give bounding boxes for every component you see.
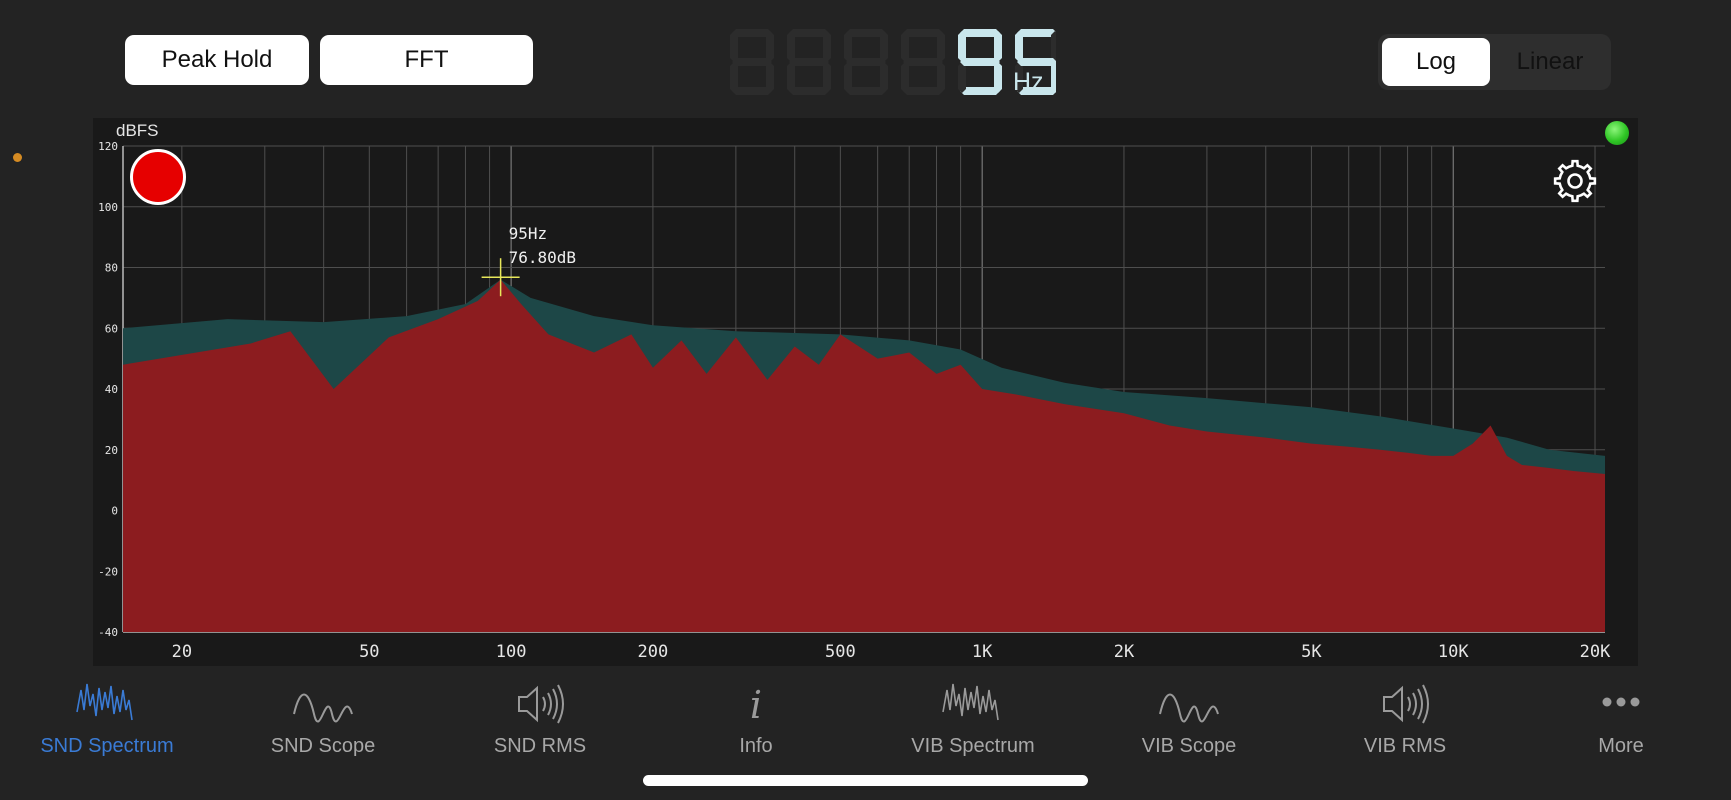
peak-cursor [481, 258, 520, 297]
x-tick-label: 20K [1580, 642, 1611, 662]
peak-hold-button[interactable]: Peak Hold [125, 35, 309, 85]
log-scale-option[interactable]: Log [1382, 38, 1490, 86]
tab-snd-scope[interactable]: SND Scope [223, 670, 423, 770]
y-tick-label: 60 [105, 322, 118, 335]
speaker-icon [1383, 684, 1429, 724]
info-icon: i [750, 683, 762, 726]
tab-label: SND Scope [270, 735, 376, 757]
cursor-level-label: 76.80dB [509, 248, 576, 267]
x-tick-label: 5K [1301, 642, 1322, 662]
y-axis-label: dBFS [116, 121, 159, 140]
linear-scale-option[interactable]: Linear [1516, 48, 1584, 75]
tab-more[interactable]: More [1521, 670, 1721, 770]
y-tick-label: 120 [98, 140, 118, 153]
y-tick-label: 0 [111, 505, 118, 518]
x-tick-label: 10K [1438, 642, 1469, 662]
unlit-digit [787, 29, 831, 95]
tab-vib-scope[interactable]: VIB Scope [1089, 670, 1289, 770]
speaker-icon [518, 684, 564, 724]
frequency-unit: Hz [1013, 68, 1044, 96]
tab-label: SND Spectrum [40, 735, 174, 757]
x-tick-label: 500 [825, 642, 856, 662]
tab-info[interactable]: i Info [656, 670, 856, 770]
y-tick-label: 100 [98, 201, 118, 214]
waveform-icon [76, 683, 133, 721]
cursor-frequency-label: 95Hz [509, 224, 548, 243]
spectrum-chart[interactable]: 120 100 80 60 40 20 0 -20 -40 dBFS 20 50 100 200 500 1K… [93, 118, 1638, 666]
waveform-icon [942, 683, 999, 721]
fft-button[interactable]: FFT [320, 35, 533, 85]
x-tick-label: 200 [638, 642, 669, 662]
unlit-digit [730, 29, 774, 95]
spectrum-area [123, 279, 1605, 632]
tab-label: SND RMS [493, 735, 587, 757]
gear-icon[interactable] [1551, 157, 1599, 205]
scale-toggle: Log Linear [1378, 34, 1611, 90]
home-indicator [643, 775, 1088, 786]
x-tick-label: 100 [496, 642, 527, 662]
tab-label: VIB Scope [1141, 735, 1237, 757]
x-tick-label: 20 [172, 642, 192, 662]
y-tick-label: -20 [98, 565, 118, 578]
y-tick-label: 40 [105, 383, 118, 396]
tab-label: More [1598, 735, 1644, 757]
tab-label: VIB RMS [1363, 735, 1447, 757]
unlit-digit [901, 29, 945, 95]
unlit-digit [844, 29, 888, 95]
frequency-readout [726, 24, 1056, 100]
y-tick-label: 80 [105, 262, 118, 275]
seven-segment-display [730, 29, 1056, 95]
status-led [1605, 121, 1629, 145]
x-tick-label: 1K [972, 642, 993, 662]
tab-label: VIB Spectrum [911, 735, 1035, 757]
tab-bar: SND Spectrum SND Scope SND RMS i Info VIB Spe… [0, 670, 1731, 780]
tab-snd-rms[interactable]: SND RMS [440, 670, 640, 770]
tab-vib-spectrum[interactable]: VIB Spectrum [873, 670, 1073, 770]
sine-wave-icon [1159, 693, 1219, 723]
indicator-dot [13, 153, 22, 162]
ellipsis-icon [1602, 697, 1640, 707]
lit-digit [1015, 29, 1056, 95]
y-tick-label: -40 [98, 626, 118, 639]
x-tick-label: 50 [359, 642, 379, 662]
tab-vib-rms[interactable]: VIB RMS [1305, 670, 1505, 770]
tab-label: Info [739, 735, 773, 757]
sine-wave-icon [293, 693, 353, 723]
y-tick-label: 20 [105, 444, 118, 457]
svg-text:i: i [750, 683, 762, 726]
tab-snd-spectrum[interactable]: SND Spectrum [7, 670, 207, 770]
x-tick-label: 2K [1114, 642, 1135, 662]
record-button[interactable] [130, 149, 186, 205]
lit-digit [958, 29, 1002, 95]
